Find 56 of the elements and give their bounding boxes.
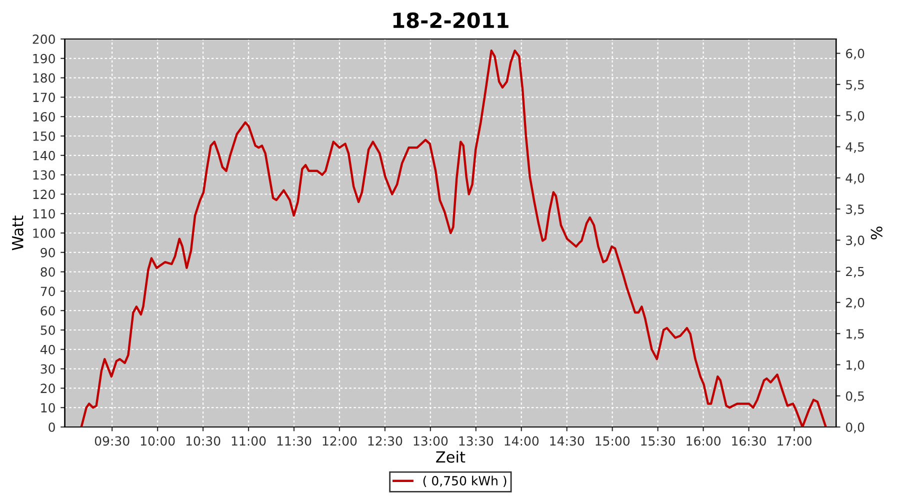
y2-tick-label: 0,0 [846,422,864,434]
y-tick-label: 60 [40,306,55,316]
y-tick-label: 120 [33,190,55,200]
y-tick-label: 90 [40,248,55,258]
y-tick-label: 130 [33,170,55,180]
x-tick-label: 12:30 [368,436,402,446]
legend-label: ( 0,750 kWh ) [423,476,506,487]
x-axis-title: Zeit [436,450,466,463]
y2-tick-label: 5,0 [846,111,864,122]
y2-tick-label: 3,0 [846,236,864,246]
y2-tick-label: 1,0 [846,360,864,371]
x-tick-label: 10:00 [140,436,175,446]
y2-tick-label: 5,5 [846,80,864,91]
x-tick-label: 13:30 [459,436,494,446]
y-tick-label: 140 [33,150,55,160]
y2-tick-label: 4,5 [846,142,864,153]
x-tick-label: 14:00 [504,436,539,446]
x-tick-label: 09:30 [94,436,130,446]
y2-tick-label: 1,5 [846,329,864,340]
y-tick-label: 100 [33,228,55,238]
x-tick-label: 15:30 [641,436,676,446]
y-tick-label: 110 [33,209,55,219]
x-tick-label: 11:30 [277,436,312,446]
x-tick-label: 12:00 [322,436,357,446]
x-tick-label: 16:30 [732,436,766,446]
y2-tick-label: 3,5 [846,204,864,216]
x-tick-label: 11:00 [232,436,266,446]
y-tick-label: 150 [33,131,55,141]
y-tick-label: 10 [41,403,55,413]
line-series [80,50,827,427]
x-tick-label: 10:30 [186,436,220,446]
y-axis-title: Watt [12,216,24,250]
y-tick-label: 50 [40,325,55,335]
y2-tick-label: 2,0 [846,298,864,309]
y-tick-label: 200 [32,34,55,44]
y2-tick-label: 0,5 [846,391,864,402]
y-tick-label: 80 [40,267,55,277]
y-tick-label: 20 [40,384,55,394]
x-tick-label: 16:00 [686,436,720,446]
y-tick-label: 0 [48,422,55,432]
x-tick-label: 17:00 [778,436,812,446]
y-tick-label: 160 [33,112,55,122]
x-tick-label: 14:30 [550,436,584,446]
y-tick-label: 40 [40,344,55,354]
y2-tick-label: 6,0 [846,48,864,60]
y-tick-label: 30 [40,364,55,374]
y-tick-label: 180 [33,73,55,83]
y-tick-label: 170 [33,92,55,102]
y2-tick-label: 4,0 [846,173,864,184]
y2-axis-title: % [870,226,882,240]
y-tick-label: 70 [40,286,55,296]
y-tick-label: 190 [33,54,55,64]
x-tick-label: 13:00 [414,436,448,446]
chart-title: 18-2-2011 [393,12,508,28]
x-tick-label: 15:00 [596,436,630,446]
y2-tick-label: 2,5 [846,266,864,278]
